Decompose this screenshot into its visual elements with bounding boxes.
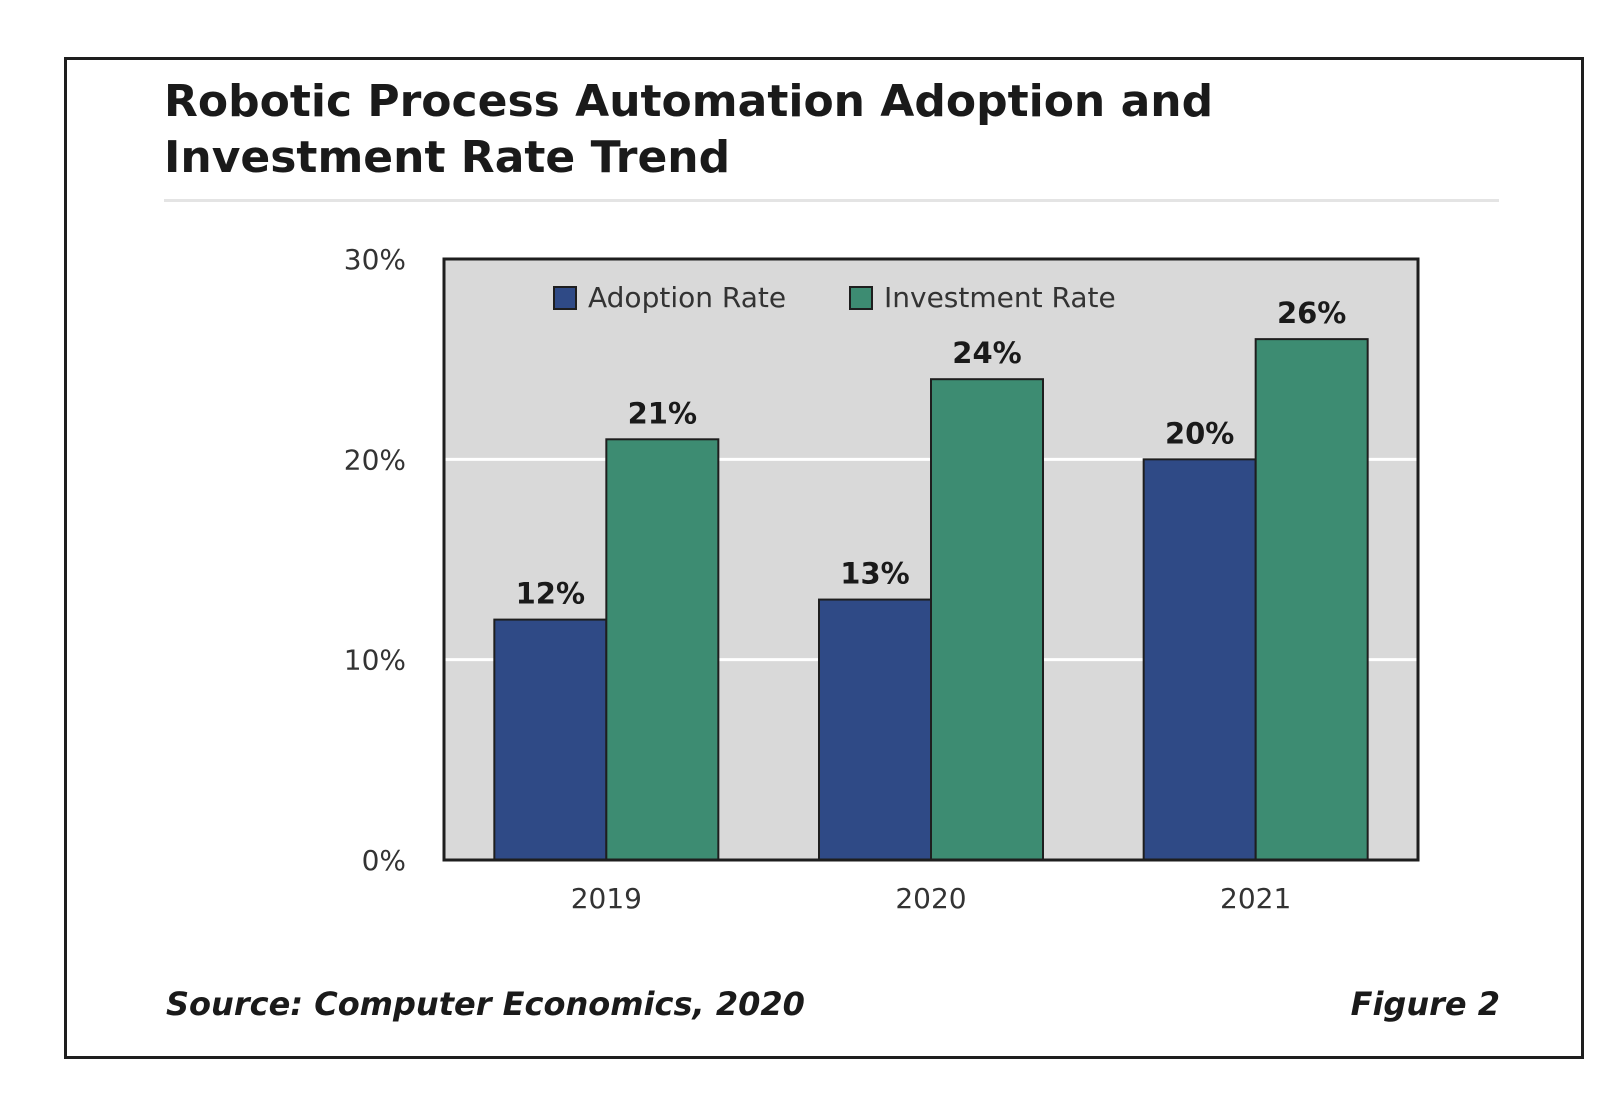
data-label: 26% bbox=[1277, 296, 1346, 330]
legend-adoption-swatch bbox=[553, 286, 577, 310]
x-tick-label: 2020 bbox=[895, 882, 966, 915]
bar-adoption-2019 bbox=[493, 618, 608, 861]
bar-adoption-2021 bbox=[1142, 458, 1257, 861]
y-tick-label: 0% bbox=[362, 844, 406, 877]
x-tick-label: 2019 bbox=[571, 882, 642, 915]
bar-investment-2020 bbox=[930, 378, 1044, 861]
plot-border bbox=[442, 257, 1420, 862]
legend-investment-label: Investment Rate bbox=[884, 281, 1116, 314]
title-divider bbox=[164, 199, 1499, 202]
bar-investment-2019 bbox=[605, 438, 720, 861]
chart-title: Robotic Process Automation Adoption and … bbox=[164, 76, 1214, 183]
legend-adoption-label: Adoption Rate bbox=[588, 281, 786, 314]
y-tick-label: 30% bbox=[344, 243, 406, 276]
figure-label: Figure 2 bbox=[1350, 985, 1500, 1023]
source-note: Source: Computer Economics, 2020 bbox=[166, 985, 805, 1023]
bar-adoption-2020 bbox=[818, 598, 932, 861]
data-label: 13% bbox=[840, 557, 909, 591]
x-tick-label: 2021 bbox=[1220, 882, 1291, 915]
data-label: 21% bbox=[628, 396, 697, 430]
data-label: 12% bbox=[516, 577, 585, 611]
legend-investment-swatch bbox=[849, 286, 873, 310]
y-tick-label: 20% bbox=[344, 443, 406, 476]
bar-investment-2021 bbox=[1254, 338, 1369, 861]
y-tick-label: 10% bbox=[344, 644, 406, 677]
data-label: 24% bbox=[952, 336, 1021, 370]
data-label: 20% bbox=[1165, 416, 1234, 450]
